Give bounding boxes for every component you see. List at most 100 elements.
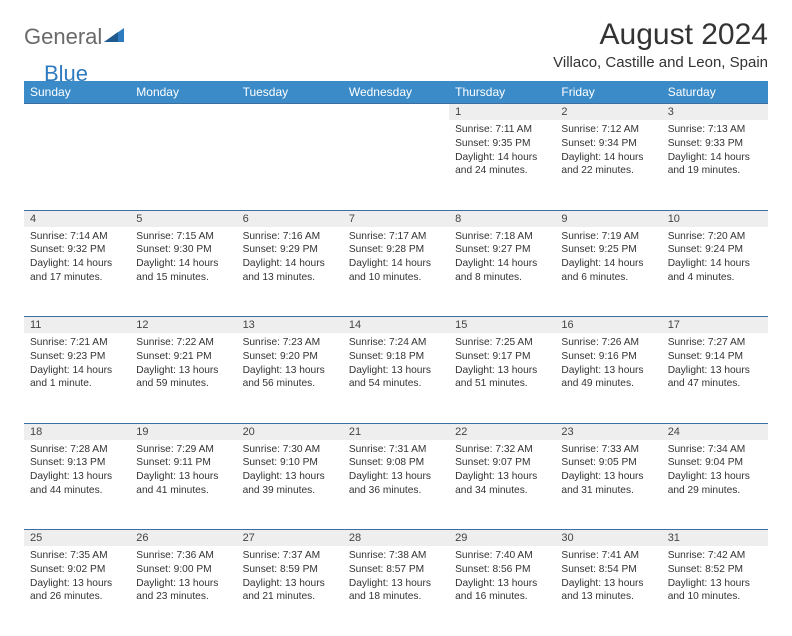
day-number-cell: 21 [343, 423, 449, 440]
daylight-text: Daylight: 14 hours and 6 minutes. [561, 257, 655, 285]
day-number-cell: 13 [237, 317, 343, 334]
day-cell: Sunrise: 7:26 AMSunset: 9:16 PMDaylight:… [555, 333, 661, 423]
day-number-cell: 20 [237, 423, 343, 440]
weekday-header: Monday [130, 81, 236, 104]
daylight-text: Daylight: 13 hours and 13 minutes. [561, 577, 655, 605]
day-number-cell: 22 [449, 423, 555, 440]
sunrise-text: Sunrise: 7:25 AM [455, 336, 549, 350]
day-cell [24, 120, 130, 210]
weekday-header: Wednesday [343, 81, 449, 104]
day-number-cell: 18 [24, 423, 130, 440]
weekday-header-row: Sunday Monday Tuesday Wednesday Thursday… [24, 81, 768, 104]
day-number-cell: 9 [555, 210, 661, 227]
day-number-cell: 11 [24, 317, 130, 334]
weekday-header: Saturday [662, 81, 768, 104]
sunrise-text: Sunrise: 7:32 AM [455, 443, 549, 457]
day-cell: Sunrise: 7:40 AMSunset: 8:56 PMDaylight:… [449, 546, 555, 636]
logo-word2: Blue [44, 61, 88, 87]
day-cell: Sunrise: 7:21 AMSunset: 9:23 PMDaylight:… [24, 333, 130, 423]
sunset-text: Sunset: 9:17 PM [455, 350, 549, 364]
day-cell: Sunrise: 7:31 AMSunset: 9:08 PMDaylight:… [343, 440, 449, 530]
daylight-text: Daylight: 13 hours and 21 minutes. [243, 577, 337, 605]
day-number-cell: 10 [662, 210, 768, 227]
daylight-text: Daylight: 14 hours and 24 minutes. [455, 151, 549, 179]
day-cell: Sunrise: 7:23 AMSunset: 9:20 PMDaylight:… [237, 333, 343, 423]
daynum-row: 11121314151617 [24, 317, 768, 334]
daylight-text: Daylight: 13 hours and 47 minutes. [668, 364, 762, 392]
day-cell: Sunrise: 7:15 AMSunset: 9:30 PMDaylight:… [130, 227, 236, 317]
day-cell: Sunrise: 7:35 AMSunset: 9:02 PMDaylight:… [24, 546, 130, 636]
day-number-cell: 16 [555, 317, 661, 334]
sunset-text: Sunset: 9:30 PM [136, 243, 230, 257]
daylight-text: Daylight: 13 hours and 44 minutes. [30, 470, 124, 498]
daynum-row: 25262728293031 [24, 530, 768, 547]
content-row: Sunrise: 7:14 AMSunset: 9:32 PMDaylight:… [24, 227, 768, 317]
sunset-text: Sunset: 8:57 PM [349, 563, 443, 577]
logo: General [24, 18, 128, 50]
day-number-cell [237, 104, 343, 121]
title-block: August 2024 Villaco, Castille and Leon, … [553, 18, 768, 71]
sunset-text: Sunset: 9:27 PM [455, 243, 549, 257]
sunset-text: Sunset: 9:25 PM [561, 243, 655, 257]
daylight-text: Daylight: 13 hours and 51 minutes. [455, 364, 549, 392]
sunrise-text: Sunrise: 7:16 AM [243, 230, 337, 244]
day-cell: Sunrise: 7:17 AMSunset: 9:28 PMDaylight:… [343, 227, 449, 317]
sunrise-text: Sunrise: 7:29 AM [136, 443, 230, 457]
day-number-cell: 7 [343, 210, 449, 227]
day-number-cell: 28 [343, 530, 449, 547]
weekday-header: Tuesday [237, 81, 343, 104]
sunset-text: Sunset: 9:33 PM [668, 137, 762, 151]
daynum-row: 45678910 [24, 210, 768, 227]
page-header: General August 2024 Villaco, Castille an… [24, 18, 768, 71]
sunrise-text: Sunrise: 7:36 AM [136, 549, 230, 563]
sunset-text: Sunset: 9:34 PM [561, 137, 655, 151]
sunset-text: Sunset: 9:35 PM [455, 137, 549, 151]
weekday-header: Friday [555, 81, 661, 104]
day-number-cell: 30 [555, 530, 661, 547]
sunset-text: Sunset: 8:56 PM [455, 563, 549, 577]
day-number-cell [130, 104, 236, 121]
day-number-cell: 25 [24, 530, 130, 547]
sunrise-text: Sunrise: 7:20 AM [668, 230, 762, 244]
sunset-text: Sunset: 9:23 PM [30, 350, 124, 364]
sunrise-text: Sunrise: 7:27 AM [668, 336, 762, 350]
daylight-text: Daylight: 13 hours and 16 minutes. [455, 577, 549, 605]
day-cell: Sunrise: 7:38 AMSunset: 8:57 PMDaylight:… [343, 546, 449, 636]
day-number-cell: 5 [130, 210, 236, 227]
day-number-cell: 17 [662, 317, 768, 334]
calendar-page: General August 2024 Villaco, Castille an… [0, 0, 792, 636]
sunset-text: Sunset: 9:10 PM [243, 456, 337, 470]
sunset-text: Sunset: 9:13 PM [30, 456, 124, 470]
daylight-text: Daylight: 14 hours and 22 minutes. [561, 151, 655, 179]
content-row: Sunrise: 7:28 AMSunset: 9:13 PMDaylight:… [24, 440, 768, 530]
calendar-body: 123Sunrise: 7:11 AMSunset: 9:35 PMDaylig… [24, 104, 768, 636]
day-cell: Sunrise: 7:34 AMSunset: 9:04 PMDaylight:… [662, 440, 768, 530]
day-cell: Sunrise: 7:42 AMSunset: 8:52 PMDaylight:… [662, 546, 768, 636]
sunrise-text: Sunrise: 7:31 AM [349, 443, 443, 457]
day-cell: Sunrise: 7:36 AMSunset: 9:00 PMDaylight:… [130, 546, 236, 636]
day-cell: Sunrise: 7:25 AMSunset: 9:17 PMDaylight:… [449, 333, 555, 423]
day-number-cell: 24 [662, 423, 768, 440]
daylight-text: Daylight: 14 hours and 10 minutes. [349, 257, 443, 285]
daylight-text: Daylight: 13 hours and 56 minutes. [243, 364, 337, 392]
day-cell [237, 120, 343, 210]
sunset-text: Sunset: 9:24 PM [668, 243, 762, 257]
sunrise-text: Sunrise: 7:28 AM [30, 443, 124, 457]
daynum-row: 123 [24, 104, 768, 121]
daylight-text: Daylight: 13 hours and 29 minutes. [668, 470, 762, 498]
day-number-cell: 19 [130, 423, 236, 440]
sunset-text: Sunset: 9:02 PM [30, 563, 124, 577]
day-number-cell: 2 [555, 104, 661, 121]
day-cell: Sunrise: 7:28 AMSunset: 9:13 PMDaylight:… [24, 440, 130, 530]
sunrise-text: Sunrise: 7:13 AM [668, 123, 762, 137]
sunset-text: Sunset: 9:16 PM [561, 350, 655, 364]
sunrise-text: Sunrise: 7:24 AM [349, 336, 443, 350]
daylight-text: Daylight: 14 hours and 17 minutes. [30, 257, 124, 285]
sunset-text: Sunset: 9:20 PM [243, 350, 337, 364]
sunset-text: Sunset: 9:07 PM [455, 456, 549, 470]
sunrise-text: Sunrise: 7:38 AM [349, 549, 443, 563]
day-cell: Sunrise: 7:30 AMSunset: 9:10 PMDaylight:… [237, 440, 343, 530]
day-number-cell: 12 [130, 317, 236, 334]
content-row: Sunrise: 7:21 AMSunset: 9:23 PMDaylight:… [24, 333, 768, 423]
daylight-text: Daylight: 13 hours and 54 minutes. [349, 364, 443, 392]
